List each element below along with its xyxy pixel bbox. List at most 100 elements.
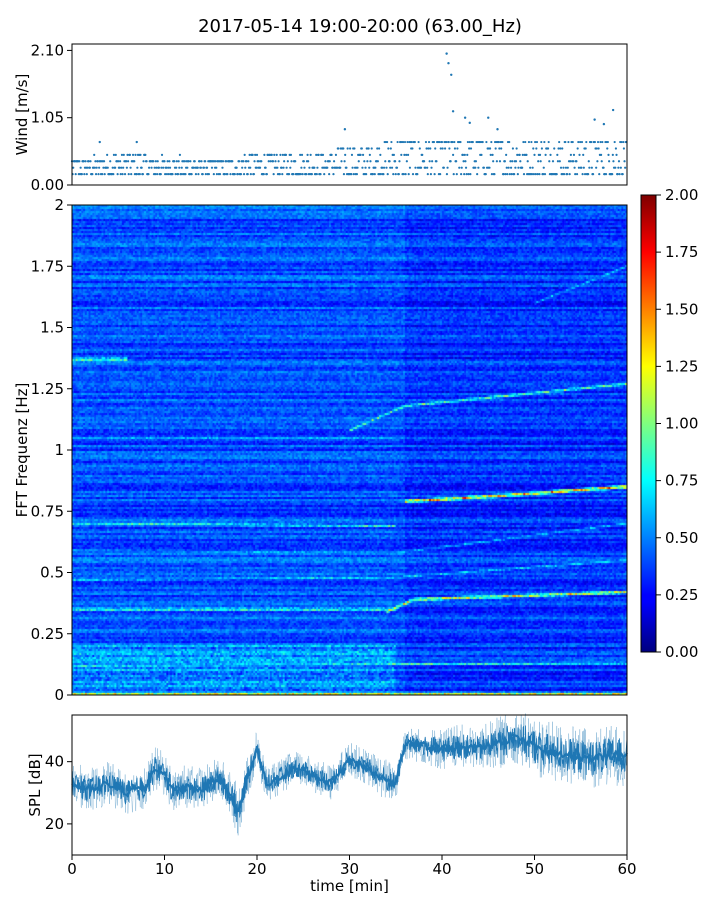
wind-point — [175, 160, 178, 163]
colorbar-tick-label: 2.00 — [665, 186, 698, 204]
wind-point — [180, 166, 183, 169]
wind-point — [435, 160, 438, 163]
wind-point — [334, 153, 338, 156]
wind-point — [569, 153, 572, 156]
colorbar-ticks: 0.00 0.25 0.50 0.75 1.00 1.25 1.50 1.75 2.00 — [656, 186, 698, 661]
wind-point — [590, 166, 593, 169]
wind-point — [407, 173, 410, 176]
wind-point — [278, 173, 281, 176]
wind-y-ticks: 0.00 1.05 2.10 — [31, 41, 72, 194]
wind-point — [180, 173, 183, 176]
wind-point — [80, 173, 83, 176]
wind-point — [189, 160, 192, 163]
wind-point — [165, 173, 169, 176]
wind-point — [242, 160, 245, 163]
wind-point — [388, 160, 391, 163]
wind-point — [374, 166, 377, 169]
wind-point — [392, 153, 395, 156]
wind-point — [557, 147, 560, 150]
wind-point — [395, 166, 399, 169]
wind-point — [447, 62, 450, 65]
wind-point — [349, 147, 352, 150]
spectrogram-y-ticks: 0 0.25 0.5 0.75 1 1.25 1.5 1.75 2 — [31, 196, 72, 704]
wind-point — [371, 173, 375, 176]
wind-point — [595, 166, 598, 169]
wind-point — [147, 166, 151, 169]
wind-point — [585, 140, 588, 144]
wind-point — [204, 160, 207, 163]
wind-point — [463, 153, 466, 156]
spl-axes-frame — [71, 714, 628, 856]
wind-point — [582, 166, 585, 169]
wind-point — [241, 166, 244, 169]
wind-point — [427, 147, 430, 150]
wind-point — [245, 160, 248, 163]
wind-point — [620, 140, 623, 144]
wind-point — [205, 166, 209, 169]
wind-point — [553, 147, 556, 150]
colorbar-tick-label: 1.00 — [665, 415, 698, 433]
wind-point — [246, 173, 249, 176]
wind-point — [515, 147, 518, 150]
wind-point — [622, 140, 625, 144]
wind-point — [178, 166, 181, 169]
spl-y-axis-label: SPL [dB] — [26, 753, 44, 816]
wind-point — [558, 160, 561, 163]
wind-point — [207, 173, 210, 176]
wind-point — [254, 153, 257, 156]
wind-point — [466, 153, 469, 156]
wind-point — [193, 160, 196, 163]
wind-point — [236, 173, 239, 176]
wind-point — [350, 153, 354, 156]
wind-point — [469, 147, 473, 150]
wind-point — [251, 153, 254, 156]
wind-point — [343, 160, 346, 163]
wind-point — [599, 140, 602, 144]
wind-point — [600, 153, 603, 156]
wind-point — [578, 153, 581, 156]
wind-point — [567, 140, 570, 144]
wind-point — [517, 166, 520, 169]
wind-point — [102, 160, 106, 163]
wind-point — [546, 147, 550, 150]
colorbar-tick-label: 1.75 — [665, 243, 698, 261]
wind-point — [332, 160, 336, 163]
wind-point — [294, 160, 297, 163]
wind-point — [428, 160, 431, 163]
wind-point — [576, 147, 579, 150]
wind-point — [597, 147, 600, 150]
wind-point — [249, 173, 252, 176]
wind-point — [596, 140, 600, 144]
wind-point — [413, 140, 416, 144]
wind-point — [601, 140, 604, 144]
wind-point — [164, 173, 167, 176]
wind-point — [210, 166, 214, 169]
wind-point — [403, 153, 406, 156]
wind-point — [249, 166, 252, 169]
wind-point — [538, 153, 542, 156]
wind-point — [103, 173, 106, 176]
wind-point — [308, 166, 311, 169]
wind-point — [306, 153, 309, 156]
wind-point — [382, 166, 386, 169]
wind-point — [221, 160, 225, 163]
wind-point — [530, 140, 533, 144]
wind-point — [186, 166, 189, 169]
wind-point — [563, 173, 566, 176]
wind-point — [439, 173, 442, 176]
spectrogram-y-tick-label: 1.5 — [40, 319, 64, 337]
wind-point — [337, 147, 340, 150]
wind-point — [279, 153, 282, 156]
wind-point — [505, 153, 508, 156]
wind-point — [426, 166, 429, 169]
wind-point — [572, 153, 576, 156]
wind-point — [439, 147, 442, 150]
wind-point — [286, 160, 289, 163]
wind-point — [257, 160, 260, 163]
wind-point — [136, 166, 139, 169]
wind-point — [579, 140, 582, 144]
wind-point — [267, 160, 270, 163]
wind-point — [336, 166, 339, 169]
wind-point — [85, 173, 88, 176]
wind-point — [604, 173, 608, 176]
